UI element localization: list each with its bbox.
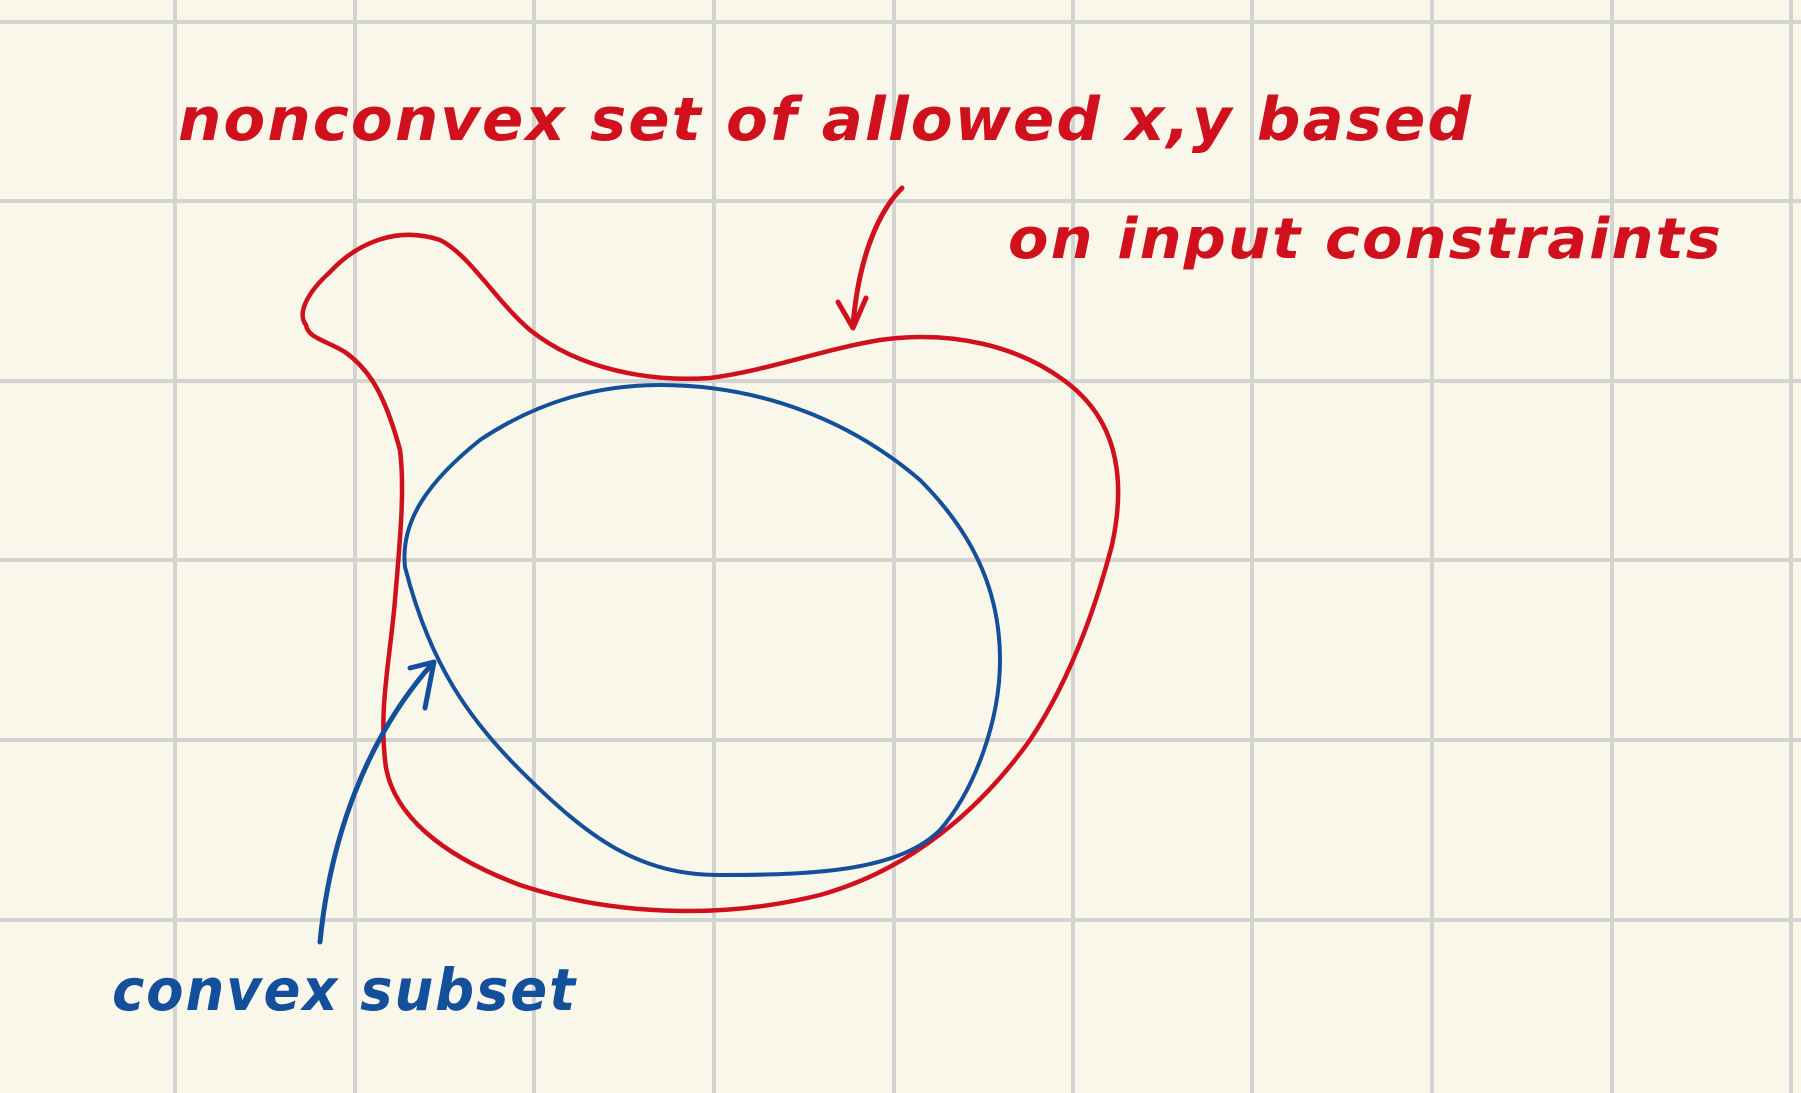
nonconvex-pointer-arrow (835, 185, 905, 331)
convex-pointer-arrow (317, 659, 437, 945)
convex-subset-label: convex subset (112, 956, 577, 1024)
nonconvex-label-line2: on input constraints (1008, 207, 1723, 272)
nonconvex-set-outline (300, 232, 1121, 914)
nonconvex-label-line1: nonconvex set of allowed x,y based (178, 85, 1473, 155)
convex-subset-outline (402, 383, 1002, 877)
